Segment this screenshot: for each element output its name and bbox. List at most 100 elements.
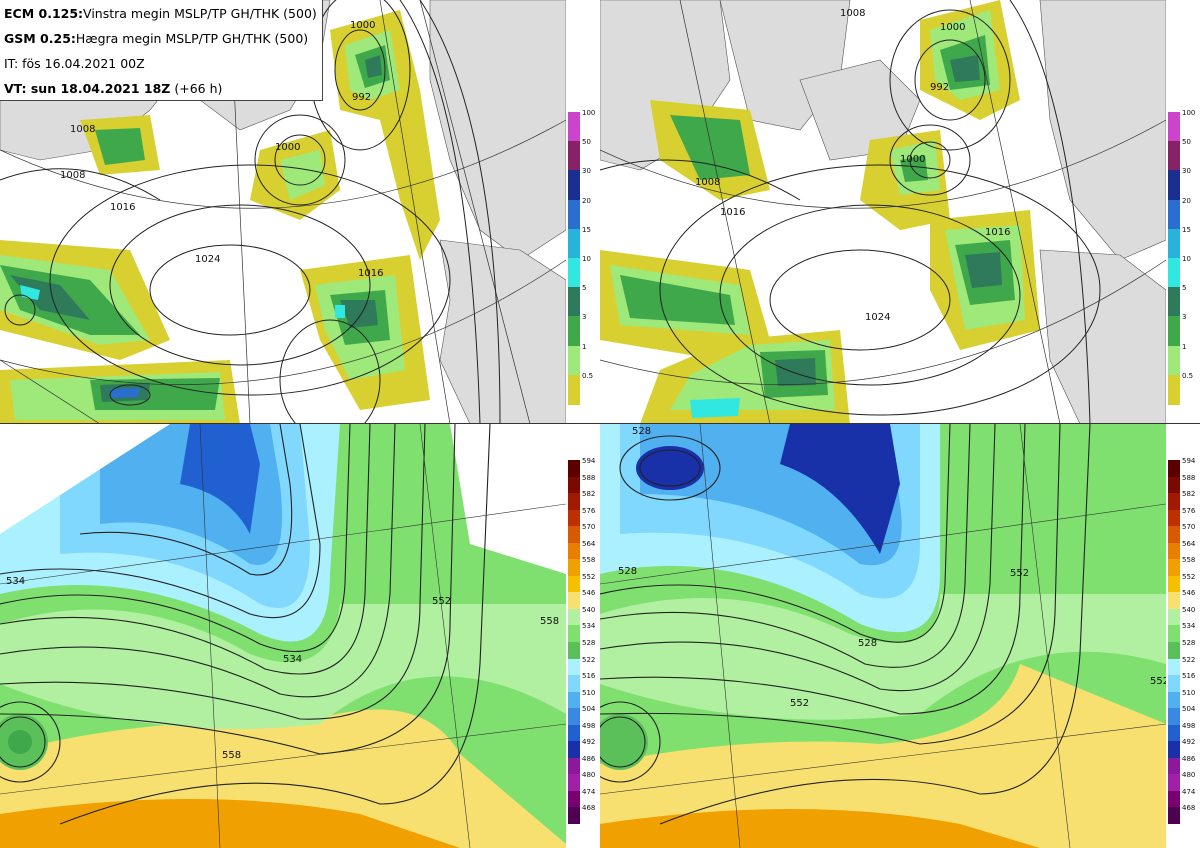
- isobar-label: 1000: [275, 142, 300, 153]
- colorbar-tick-label: 492: [1182, 738, 1196, 747]
- colorbar-tick-label: 492: [582, 738, 596, 747]
- colorbar-tick-label: 486: [582, 754, 596, 763]
- colorbar-swatch: [568, 724, 580, 742]
- colorbar-swatch: [568, 625, 580, 643]
- isobar-label: 1000: [350, 20, 375, 31]
- colorbar-tick-label: 576: [582, 506, 596, 515]
- colorbar-tick-label: 50: [1182, 138, 1191, 147]
- isobar-label: 1000: [940, 22, 965, 33]
- thickness-label: 528: [632, 426, 651, 437]
- thickness-label: 558: [222, 750, 241, 761]
- colorbar-tick-label: 504: [582, 705, 596, 714]
- colorbar-swatch: [568, 559, 580, 577]
- colorbar-tick-label: 15: [1182, 225, 1191, 234]
- colorbar-swatch: [568, 316, 580, 347]
- ecm-thickness-panel: 534 534 552 558 558: [0, 424, 566, 848]
- thickness-label: 552: [790, 698, 809, 709]
- colorbar-tick-label: 522: [1182, 655, 1196, 664]
- colorbar-swatch: [568, 493, 580, 511]
- colorbar-tick-label: 588: [1182, 473, 1196, 482]
- valid-time-label: VT: sun 18.04.2021 18Z: [4, 81, 171, 96]
- colorbar-swatch: [568, 141, 580, 172]
- panel-divider: [0, 423, 1200, 424]
- legend-line-gsm: GSM 0.25:Hægra megin MSLP/TP GH/THK (500…: [4, 31, 308, 46]
- thickness-label: 552: [432, 596, 451, 607]
- colorbar-swatch: [1168, 493, 1180, 511]
- colorbar-swatch: [568, 345, 580, 376]
- colorbar-swatch: [568, 526, 580, 544]
- colorbar-swatch: [568, 258, 580, 288]
- colorbar-tick-label: 20: [582, 196, 591, 205]
- colorbar-tick-label: 498: [582, 721, 596, 730]
- legend-initial-time: IT: fös 16.04.2021 00Z: [4, 56, 145, 71]
- colorbar-tick-label: 576: [1182, 506, 1196, 515]
- colorbar-swatch: [568, 608, 580, 626]
- gsm-thickness-panel: 528 528 528 552 552 552: [600, 424, 1166, 848]
- colorbar-swatch: [568, 575, 580, 593]
- colorbar-swatch: [1168, 199, 1180, 230]
- colorbar-tick-label: 510: [582, 688, 596, 697]
- thickness-label: 552: [1150, 676, 1166, 687]
- colorbar-swatch: [568, 476, 580, 494]
- colorbar-tick-label: 30: [582, 167, 591, 176]
- colorbar-swatch: [1168, 258, 1180, 288]
- colorbar-tick-label: 474: [1182, 787, 1196, 796]
- colorbar-tick-label: 528: [582, 639, 596, 647]
- colorbar-swatch: [568, 658, 580, 676]
- colorbar-swatch: [1168, 141, 1180, 172]
- colorbar-swatch: [1168, 691, 1180, 709]
- colorbar-swatch: [1168, 345, 1180, 376]
- colorbar-swatch: [568, 774, 580, 792]
- thickness-colorbar-right: 594 588 582 576 570 564 558 552 546 540 534 528 522 5…: [1168, 457, 1200, 825]
- colorbar-swatch: [568, 790, 580, 808]
- colorbar-tick-label: 558: [582, 556, 596, 565]
- colorbar-tick-label: 30: [1182, 167, 1191, 176]
- thickness-label: 558: [540, 616, 559, 627]
- colorbar-tick-label: 546: [582, 589, 596, 598]
- isobar-label: 1016: [720, 207, 745, 218]
- colorbar-swatch: [568, 509, 580, 527]
- colorbar-swatch: [1168, 287, 1180, 318]
- colorbar-swatch: [1168, 509, 1180, 527]
- colorbar-swatch: [1168, 675, 1180, 693]
- colorbar-swatch: [1168, 790, 1180, 808]
- isobar-label: 1008: [695, 177, 720, 188]
- colorbar-swatch: [1168, 316, 1180, 347]
- precip-colorbar-right: 100 50 30 20 15 10 5 3 1 0.5: [1168, 109, 1200, 405]
- gsm-model-label: GSM 0.25:: [4, 31, 76, 46]
- colorbar-swatch: [1168, 228, 1180, 259]
- isobar-label: 1016: [110, 202, 135, 213]
- colorbar-swatch: [1168, 625, 1180, 643]
- colorbar-swatch: [568, 542, 580, 560]
- colorbar-tick-label: 3: [582, 313, 587, 322]
- colorbar-tick-label: 468: [582, 804, 596, 813]
- colorbar-tick-label: 540: [582, 605, 596, 614]
- colorbar-tick-label: 474: [582, 787, 596, 796]
- colorbar-swatch: [568, 675, 580, 693]
- colorbar-swatch: [1168, 592, 1180, 610]
- colorbar-tick-label: 100: [1182, 109, 1196, 117]
- colorbar-tick-label: 0.5: [1182, 371, 1194, 380]
- isobar-label: 1008: [70, 124, 95, 135]
- colorbar-swatch: [568, 807, 580, 825]
- colorbar-swatch: [1168, 724, 1180, 742]
- colorbar-swatch: [1168, 542, 1180, 560]
- ecm-model-label: ECM 0.125:: [4, 6, 84, 21]
- colorbar-swatch: [1168, 608, 1180, 626]
- colorbar-swatch: [568, 112, 580, 142]
- colorbar-swatch: [1168, 807, 1180, 825]
- run-info-legend: ECM 0.125:Vinstra megin MSLP/TP GH/THK (…: [0, 0, 323, 101]
- colorbar-tick-label: 20: [1182, 196, 1191, 205]
- colorbar-tick-label: 588: [582, 473, 596, 482]
- colorbar-swatch: [1168, 374, 1180, 405]
- colorbar-tick-label: 50: [582, 138, 591, 147]
- colorbar-swatch: [1168, 559, 1180, 577]
- colorbar-tick-label: 582: [582, 490, 596, 499]
- colorbar-tick-label: 522: [582, 655, 596, 664]
- colorbar-tick-label: 564: [582, 539, 596, 548]
- isobar-label: 992: [352, 92, 371, 103]
- colorbar-tick-label: 504: [1182, 705, 1196, 714]
- colorbar-swatch: [1168, 526, 1180, 544]
- colorbar-tick-label: 0.5: [582, 371, 594, 380]
- colorbar-swatch: [568, 460, 580, 477]
